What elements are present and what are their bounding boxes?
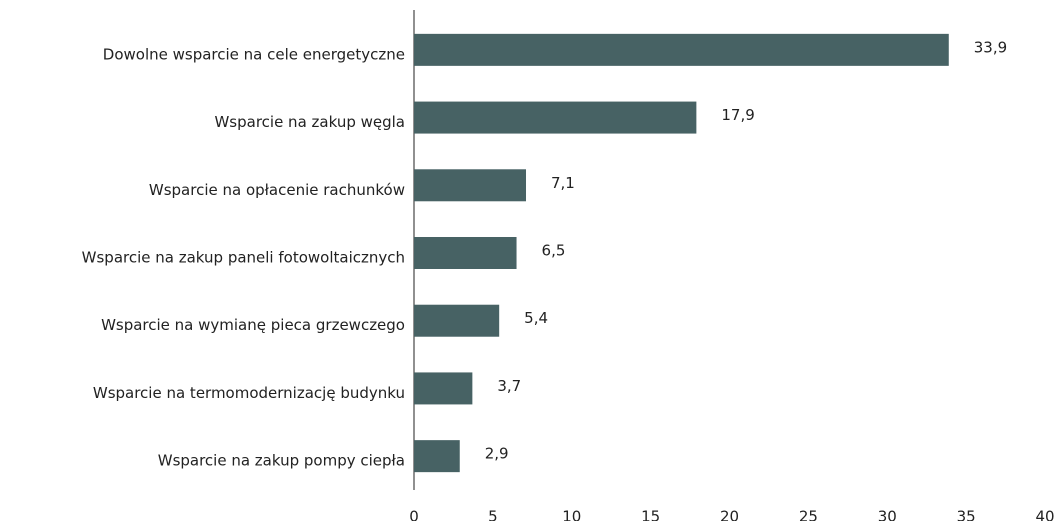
x-tick-label: 25 xyxy=(799,508,818,521)
y-tick-label: Wsparcie na zakup węgla xyxy=(214,113,405,131)
y-tick-label: Dowolne wsparcie na cele energetyczne xyxy=(103,45,405,63)
value-label: 33,9 xyxy=(974,38,1007,56)
y-tick-label: Wsparcie na termomodernizację budynku xyxy=(93,384,405,402)
value-label: 5,4 xyxy=(524,309,548,327)
x-tick-label: 15 xyxy=(641,508,660,521)
bar xyxy=(414,440,460,473)
value-label: 7,1 xyxy=(551,174,575,192)
x-tick-label: 0 xyxy=(409,508,419,521)
y-tick-label: Wsparcie na zakup paneli fotowoltaicznyc… xyxy=(82,249,405,267)
bar xyxy=(414,101,697,134)
bar xyxy=(414,169,527,202)
bar xyxy=(414,33,949,66)
value-label: 6,5 xyxy=(542,242,566,260)
x-tick-label: 30 xyxy=(878,508,897,521)
value-label: 2,9 xyxy=(485,445,509,463)
value-label: 3,7 xyxy=(497,377,521,395)
value-label: 17,9 xyxy=(721,106,754,124)
bar xyxy=(414,372,473,405)
x-tick-label: 10 xyxy=(562,508,581,521)
bar xyxy=(414,304,500,337)
x-tick-label: 20 xyxy=(720,508,739,521)
y-tick-label: Wsparcie na wymianę pieca grzewczego xyxy=(101,316,405,334)
y-tick-label: Wsparcie na zakup pompy ciepła xyxy=(158,452,405,470)
x-tick-label: 5 xyxy=(488,508,498,521)
bar xyxy=(414,237,517,269)
x-tick-label: 35 xyxy=(957,508,976,521)
y-tick-label: Wsparcie na opłacenie rachunków xyxy=(149,181,405,199)
x-tick-label: 40 xyxy=(1035,508,1054,521)
